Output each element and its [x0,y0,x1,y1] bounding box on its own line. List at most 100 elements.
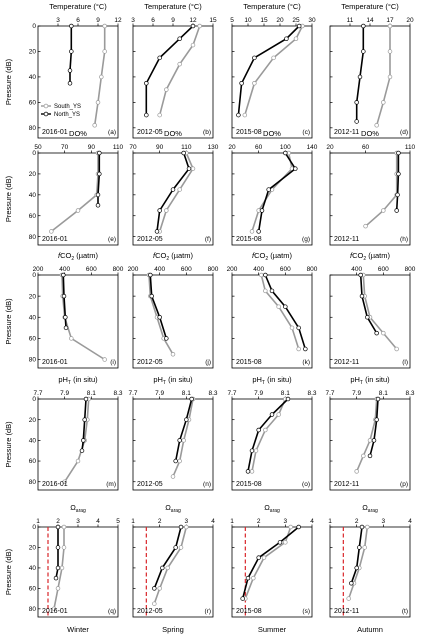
x-tick-label: 2 [56,518,60,525]
x-tick-label: 2 [257,518,261,525]
x-tick-label: 3 [76,518,80,525]
x-tick-label: 8.1 [87,390,96,397]
data-point [55,565,61,571]
panel-letter: (o) [302,481,310,488]
series-line [369,398,379,457]
y-axis-label: Pressure (dB) [4,175,13,222]
x-tick-label: 400 [59,266,70,273]
data-point [365,524,370,530]
y-tick-label: 80 [29,606,37,613]
data-point [374,123,379,128]
variable-label-main: Temperature (°C) [144,2,202,11]
data-point [69,336,74,341]
x-tick-label: 3 [382,518,386,525]
data-point [266,187,271,192]
x-tick-label: 9 [96,17,100,24]
series-line [153,526,182,589]
plot-frame [329,398,411,491]
data-point [396,171,401,177]
legend-marker [43,103,49,109]
x-tick-label: 11 [347,17,354,24]
y-tick-label: 20 [29,545,37,552]
y-tick-label: 80 [29,357,37,364]
variable-label-sub: arag [171,508,181,514]
data-point [263,272,268,278]
variable-label-suffix: (in situ) [166,375,193,384]
series-line [395,153,400,211]
data-point [249,469,255,474]
date-label: 2015-08 [236,359,262,366]
data-point [261,555,267,560]
plot-frame [37,526,119,618]
series-line [61,274,106,361]
data-point [173,545,178,550]
variable-label-main: pH [350,375,360,384]
data-point [361,49,366,54]
data-point [249,229,255,234]
data-point [164,87,169,92]
season-label: Winter [67,625,89,634]
data-point [239,81,244,86]
variable-label-main: DO% [69,129,87,138]
x-tick-label: 4 [310,518,314,525]
variable-label-sub: T [68,380,71,386]
date-label: 2015-08 [236,608,262,615]
y-tick-label: 20 [29,49,37,56]
data-point [63,325,69,331]
date-label: 2016-01 [42,129,68,136]
x-tick-label: 400 [253,266,264,273]
data-point [75,208,81,213]
data-point [259,272,264,278]
variable-label-main: DO% [361,129,379,138]
date-label: 2015-08 [236,481,262,488]
variable-label: pHT (in situ) [153,375,193,386]
date-label: 2016-01 [42,236,68,243]
panel-letter: (l) [402,359,408,366]
series-line [153,526,188,604]
data-point [253,448,259,453]
data-point [157,586,162,591]
x-tick-label: 2 [355,518,359,525]
x-tick-label: 140 [307,144,318,151]
plot-frame [37,152,119,246]
variable-label-sub: arag [368,508,378,514]
data-point [178,524,184,530]
variable-label-sub: T [262,380,265,386]
x-tick-label: 6 [151,17,155,24]
data-point [395,192,400,198]
data-point [184,524,189,530]
variable-label-prefix: f [252,251,255,260]
data-point [190,166,196,171]
data-point [102,357,107,362]
plot-frame [132,152,214,246]
series-line [241,526,300,599]
x-tick-label: 20 [228,144,236,151]
panel-letter: (q) [108,608,116,615]
panel-p: pHT (in situ) 7.7 7.9 8.1 8.3 2012-11 (p) [325,375,415,491]
variable-label-suffix: (µatm) [268,251,292,260]
y-axis-label: Pressure (dB) [4,421,13,468]
variable-label: fCO2 (µatm) [153,251,194,262]
data-point [252,81,257,86]
data-point [361,453,366,459]
panel-letter: (r) [205,608,212,615]
x-tick-label: 1 [131,518,135,525]
data-point [178,545,184,550]
data-point [92,123,97,128]
x-tick-label: 6 [76,17,80,24]
date-label: 2012-11 [334,481,359,488]
data-point [53,575,59,581]
data-point [55,545,61,550]
series-line [244,526,292,599]
data-point [354,119,359,124]
plot-frame [231,25,313,139]
data-point [149,293,154,299]
date-label: 2012-11 [334,129,359,136]
data-point [277,540,283,545]
variable-label-sub: 2 [71,256,74,262]
data-point [177,187,182,192]
variable-label: DO% [263,129,281,138]
series-line [69,26,73,84]
data-point [170,352,176,357]
data-point [97,171,102,177]
